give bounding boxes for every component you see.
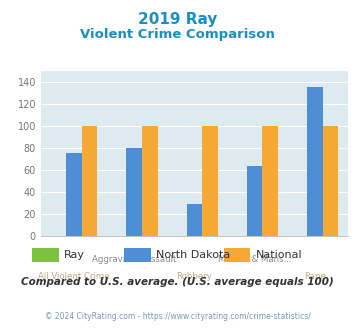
Text: All Violent Crime: All Violent Crime (38, 272, 110, 281)
Bar (82, 126, 97, 236)
Bar (307, 87, 323, 236)
Text: 2019 Ray: 2019 Ray (138, 12, 217, 26)
Text: © 2024 CityRating.com - https://www.cityrating.com/crime-statistics/: © 2024 CityRating.com - https://www.city… (45, 312, 310, 321)
Text: National: National (256, 250, 302, 260)
Text: Murder & Mans...: Murder & Mans... (218, 255, 291, 264)
Bar (142, 126, 158, 236)
Text: Violent Crime Comparison: Violent Crime Comparison (80, 28, 275, 41)
Text: Aggravated Assault: Aggravated Assault (92, 255, 176, 264)
Bar (202, 126, 218, 236)
Bar (323, 126, 338, 236)
Bar (262, 126, 278, 236)
Bar (186, 204, 202, 236)
Text: North Dakota: North Dakota (156, 250, 230, 260)
Text: Robbery: Robbery (176, 272, 212, 281)
Text: Ray: Ray (64, 250, 85, 260)
Text: Compared to U.S. average. (U.S. average equals 100): Compared to U.S. average. (U.S. average … (21, 277, 334, 287)
Text: Rape: Rape (304, 272, 326, 281)
Bar (126, 148, 142, 236)
Bar (66, 153, 82, 236)
Bar (247, 166, 262, 236)
